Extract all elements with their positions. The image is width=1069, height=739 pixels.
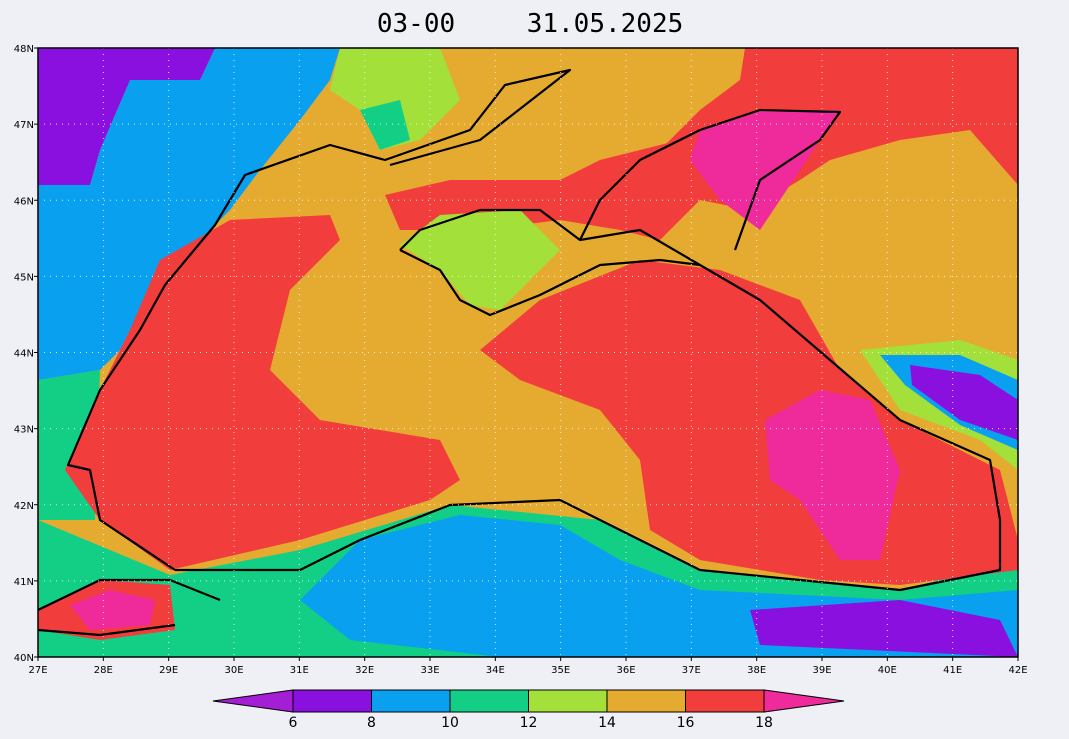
colorbar-over	[763, 689, 845, 713]
map-frame	[37, 47, 1019, 658]
lat-label: 44N	[14, 349, 34, 360]
lat-label: 40N	[14, 653, 34, 664]
lon-label: 35E	[551, 665, 570, 676]
colorbar-segment	[606, 689, 686, 713]
lon-label: 36E	[616, 665, 635, 676]
colorbar-label: 12	[520, 715, 538, 731]
map-field	[38, 48, 1018, 657]
lon-label: 38E	[747, 665, 766, 676]
lat-label: 45N	[14, 272, 34, 283]
lat-label: 41N	[14, 577, 34, 588]
graticule: 27E 28E 29E 30E 31E 32E 33E 34E 35E 36E 37E 38E 39E 4…	[14, 44, 1028, 676]
title-time: 03-00	[377, 9, 455, 39]
lat-label: 42N	[14, 501, 34, 512]
colorbar-segment	[685, 689, 765, 713]
lat-label: 43N	[14, 425, 34, 436]
lon-label: 32E	[355, 665, 374, 676]
lon-label: 39E	[812, 665, 831, 676]
colorbar-label: 14	[598, 715, 616, 731]
lon-label: 27E	[28, 665, 47, 676]
colorbar-segment	[449, 689, 529, 713]
colorbar-label: 6	[289, 715, 298, 731]
colorbar-segment	[371, 689, 451, 713]
lon-label: 34E	[486, 665, 505, 676]
lon-label: 41E	[943, 665, 962, 676]
colorbar-label: 8	[367, 715, 376, 731]
colorbar-label: 18	[755, 715, 773, 731]
lat-label: 46N	[14, 196, 34, 207]
lon-label: 33E	[420, 665, 439, 676]
lat-label: 48N	[14, 44, 34, 55]
colorbar-label: 10	[441, 715, 459, 731]
colorbar-segment	[292, 689, 372, 713]
lon-label: 28E	[94, 665, 113, 676]
colorbar-under	[212, 689, 294, 713]
lat-label: 47N	[14, 120, 34, 131]
colorbar-label: 16	[677, 715, 695, 731]
lon-label: 30E	[224, 665, 243, 676]
colorbar-segment	[528, 689, 608, 713]
lon-label: 42E	[1008, 665, 1027, 676]
lon-label: 40E	[878, 665, 897, 676]
lon-label: 29E	[159, 665, 178, 676]
lon-label: 31E	[290, 665, 309, 676]
title-date: 31.05.2025	[527, 9, 684, 39]
lon-label: 37E	[682, 665, 701, 676]
colorbar: 6 8 10 12 14 16 18	[212, 689, 845, 731]
